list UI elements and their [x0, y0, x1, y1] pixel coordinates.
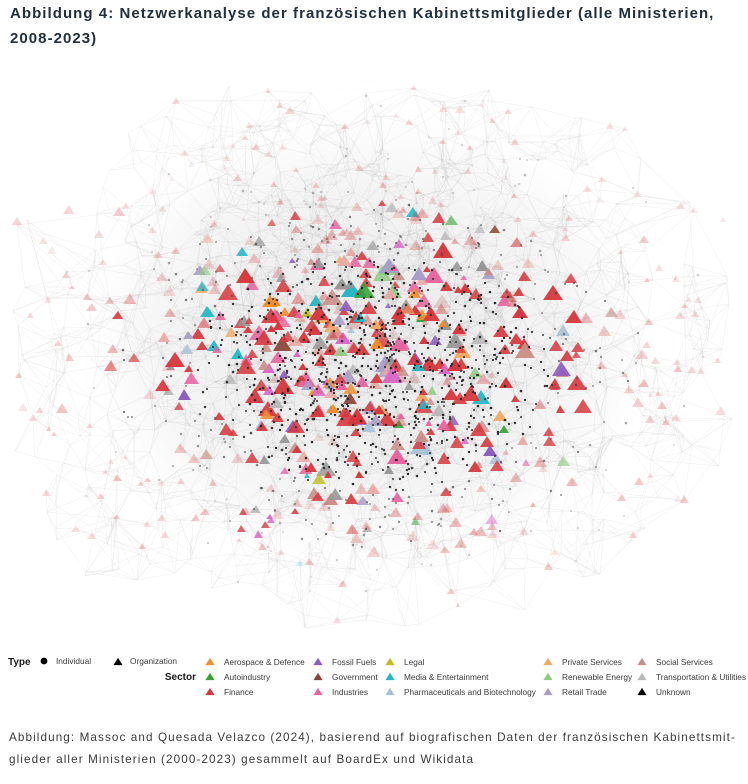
svg-text:Transportation & Utilities: Transportation & Utilities [656, 672, 746, 682]
svg-text:Finance: Finance [224, 687, 254, 697]
svg-text:Individual: Individual [56, 656, 91, 666]
svg-text:Media & Entertainment: Media & Entertainment [404, 672, 489, 682]
svg-text:Type: Type [8, 657, 31, 668]
svg-text:Pharmaceuticals and Biotechnol: Pharmaceuticals and Biotechnology [404, 687, 537, 697]
svg-text:Sector: Sector [165, 672, 196, 683]
svg-text:Retail Trade: Retail Trade [562, 687, 607, 697]
svg-text:Renewable Energy: Renewable Energy [562, 672, 633, 682]
svg-text:Industries: Industries [332, 687, 368, 697]
svg-text:Social Services: Social Services [656, 657, 713, 667]
svg-text:Autoindustry: Autoindustry [224, 672, 271, 682]
svg-text:Fossil Fuels: Fossil Fuels [332, 657, 376, 667]
svg-text:Private Services: Private Services [562, 657, 622, 667]
svg-text:Government: Government [332, 672, 378, 682]
svg-text:Organization: Organization [130, 656, 177, 666]
svg-text:Legal: Legal [404, 657, 424, 667]
svg-text:Unknown: Unknown [656, 687, 691, 697]
svg-text:Aerospace & Defence: Aerospace & Defence [224, 657, 305, 667]
